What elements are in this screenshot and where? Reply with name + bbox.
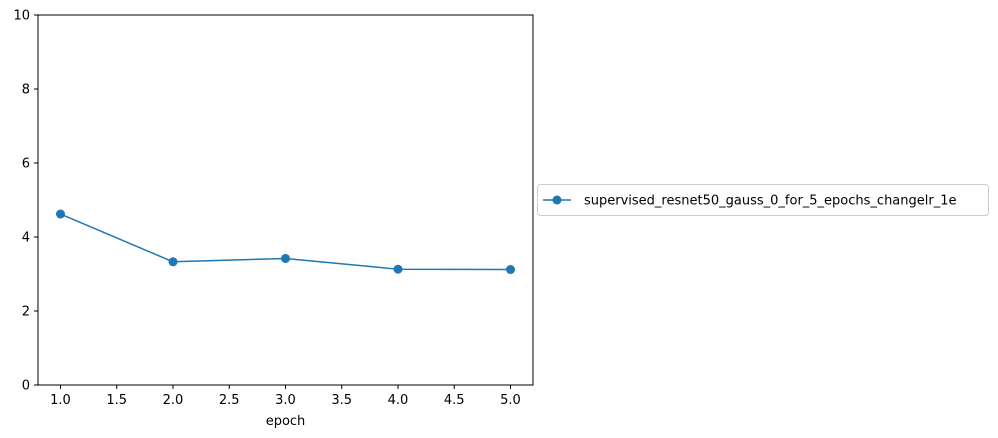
y-tick-label: 8 bbox=[22, 83, 30, 98]
x-axis-label: epoch bbox=[266, 414, 306, 429]
data-point bbox=[281, 253, 290, 263]
data-point bbox=[168, 257, 178, 267]
x-tick-label: 5.0 bbox=[500, 393, 521, 408]
legend-box bbox=[537, 184, 989, 216]
legend-marker bbox=[552, 195, 562, 205]
x-axis: 1.0 1.5 2.0 2.5 3.0 3.5 4.0 4.5 5.0 bbox=[50, 385, 521, 408]
x-tick-label: 1.0 bbox=[50, 393, 71, 408]
series-layer bbox=[56, 209, 515, 275]
data-point bbox=[506, 265, 515, 275]
plot-frame bbox=[37, 14, 534, 386]
data-point bbox=[56, 209, 65, 219]
legend: supervised_resnet50_gauss_0_for_5_epochs… bbox=[537, 184, 989, 216]
x-tick-label: 4.0 bbox=[388, 393, 409, 408]
legend-label: supervised_resnet50_gauss_0_for_5_epochs… bbox=[584, 194, 957, 209]
y-axis: 0 2 4 6 8 10 bbox=[13, 9, 38, 394]
x-tick-label: 3.5 bbox=[331, 393, 352, 408]
x-tick-label: 4.5 bbox=[444, 393, 465, 408]
data-point bbox=[393, 264, 403, 274]
y-tick-label: 4 bbox=[22, 231, 30, 246]
x-tick-label: 1.5 bbox=[106, 393, 127, 408]
y-tick-label: 2 bbox=[22, 305, 30, 320]
y-tick-label: 6 bbox=[22, 157, 30, 172]
y-tick-label: 0 bbox=[22, 379, 30, 394]
x-tick-label: 2.5 bbox=[219, 393, 240, 408]
plot-border bbox=[37, 14, 534, 386]
y-tick-label: 10 bbox=[13, 9, 30, 24]
x-tick-label: 2.0 bbox=[163, 393, 184, 408]
x-tick-label: 3.0 bbox=[275, 393, 296, 408]
